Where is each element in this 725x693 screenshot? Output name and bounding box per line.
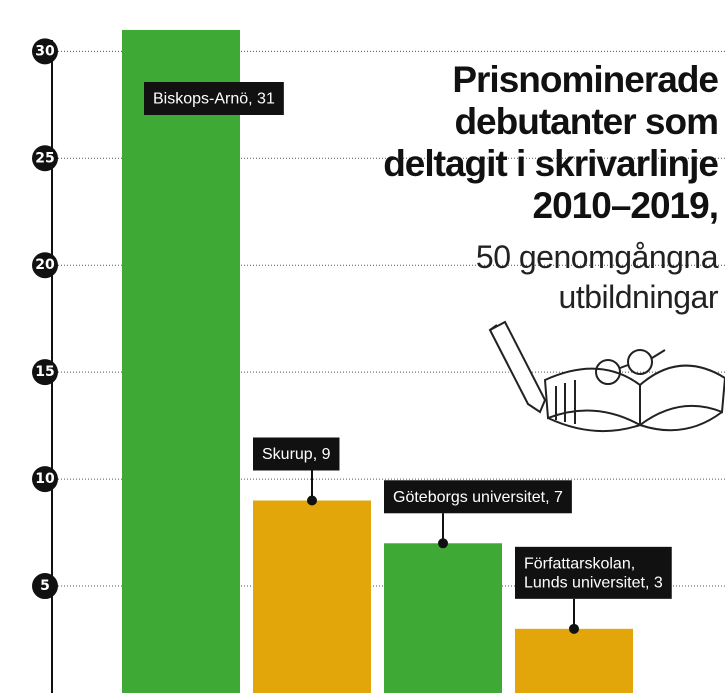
label-dot (307, 495, 317, 506)
chart-title: debutanter som (454, 101, 718, 142)
chart-subtitle: 50 genomgångna (476, 239, 719, 275)
y-tick-label: 30 (35, 43, 55, 59)
bar (384, 543, 502, 693)
plot: 5 10 15 20 25 30 Biskops-Arnö, 31 Skurup, 9 Göte… (32, 29, 672, 693)
data-label: Författarskolan, Lunds universitet, 3 (515, 546, 672, 634)
chart-title: Prisnominerade (452, 59, 718, 100)
data-label-text: Författarskolan, (524, 555, 635, 572)
y-tick-label: 25 (35, 150, 54, 166)
chart-title: deltagit i skrivarlinje (383, 143, 718, 184)
y-tick-label: 20 (35, 257, 55, 273)
chart-subtitle: utbildningar (559, 279, 719, 315)
data-label: Biskops-Arnö, 31 (144, 82, 284, 115)
bar (253, 500, 371, 693)
bar (122, 29, 240, 693)
y-tick-label: 10 (35, 471, 55, 487)
tick-badge (32, 252, 58, 279)
y-tick-label: 15 (35, 364, 54, 380)
tick-badge (32, 359, 58, 386)
label-dot (569, 623, 579, 634)
tick-badge (32, 38, 58, 65)
tick-badge (32, 466, 58, 493)
data-label-text: Biskops-Arnö, 31 (153, 91, 275, 108)
label-box (144, 82, 284, 115)
book-icon (488, 320, 725, 433)
data-label: Göteborgs universitet, 7 (384, 480, 572, 549)
chart-title: 2010–2019, (533, 185, 718, 226)
tick-badge (32, 573, 58, 600)
data-label-text: Lunds universitet, 3 (524, 574, 663, 591)
label-box (384, 480, 572, 514)
label-box (253, 437, 340, 471)
data-label: Skurup, 9 (253, 437, 340, 506)
bar (515, 628, 633, 693)
label-dot (438, 538, 448, 549)
tick-badge (32, 145, 58, 172)
y-tick-label: 5 (40, 578, 50, 594)
label-box (515, 546, 672, 599)
data-label-text: Göteborgs universitet, 7 (393, 489, 563, 506)
data-label-text: Skurup, 9 (262, 446, 331, 463)
